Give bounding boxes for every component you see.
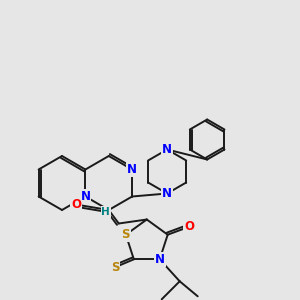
- Text: H: H: [101, 207, 110, 217]
- Text: N: N: [162, 143, 172, 156]
- Text: N: N: [155, 253, 165, 266]
- Text: O: O: [71, 198, 81, 211]
- Text: O: O: [184, 220, 194, 233]
- Text: N: N: [127, 163, 137, 176]
- Text: N: N: [80, 190, 90, 203]
- Text: N: N: [162, 187, 172, 200]
- Text: S: S: [111, 261, 119, 274]
- Text: S: S: [122, 228, 130, 241]
